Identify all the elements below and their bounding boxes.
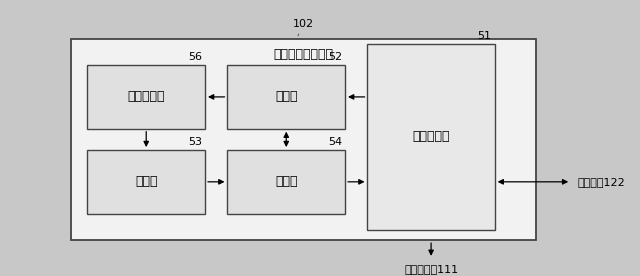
Text: 分布作成部: 分布作成部 [127, 91, 165, 104]
Text: ゲートウェイ装置: ゲートウェイ装置 [274, 48, 334, 61]
Text: 検知部: 検知部 [275, 175, 298, 188]
Text: 51: 51 [477, 31, 492, 41]
Text: 車載通信機111: 車載通信機111 [404, 264, 458, 274]
Text: 取得部: 取得部 [135, 175, 157, 188]
Bar [227, 65, 345, 129]
Bar [367, 44, 495, 230]
Bar [72, 39, 536, 240]
Bar [227, 150, 345, 214]
Text: 通信処理部: 通信処理部 [412, 130, 450, 143]
Text: 監視部: 監視部 [275, 91, 298, 104]
Text: 53: 53 [188, 137, 202, 147]
Text: 102: 102 [293, 19, 314, 29]
Text: 56: 56 [188, 52, 202, 62]
Text: 54: 54 [328, 137, 342, 147]
Bar [87, 65, 205, 129]
Text: 制御装置122: 制御装置122 [577, 177, 625, 187]
Bar [87, 150, 205, 214]
Text: 52: 52 [328, 52, 342, 62]
